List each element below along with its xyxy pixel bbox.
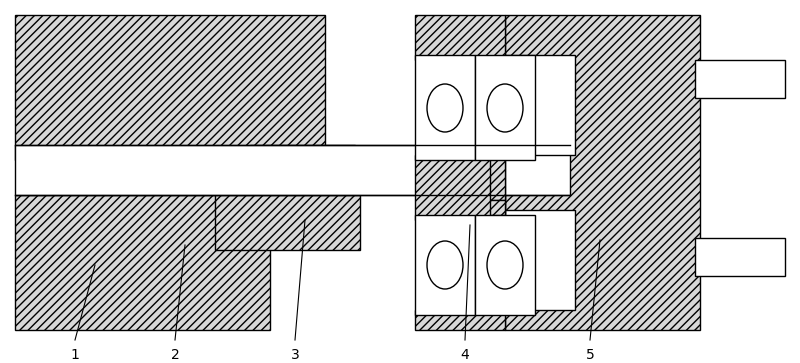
Text: 5: 5: [586, 348, 594, 362]
Bar: [415, 310, 505, 330]
Bar: [415, 15, 505, 60]
Bar: [15, 145, 570, 195]
Bar: [490, 200, 505, 215]
Bar: [490, 155, 505, 200]
Bar: [505, 55, 575, 155]
Text: 4: 4: [461, 348, 470, 362]
Bar: [15, 195, 270, 330]
Text: 2: 2: [170, 348, 179, 362]
Bar: [215, 195, 360, 250]
Bar: [250, 145, 355, 200]
Ellipse shape: [487, 241, 523, 289]
Ellipse shape: [427, 241, 463, 289]
Bar: [475, 215, 535, 315]
Ellipse shape: [487, 84, 523, 132]
Bar: [695, 60, 785, 98]
Bar: [15, 15, 325, 160]
Text: 3: 3: [290, 348, 299, 362]
Bar: [505, 15, 700, 330]
Bar: [415, 155, 505, 220]
Bar: [475, 55, 535, 160]
Text: 1: 1: [70, 348, 79, 362]
Bar: [505, 210, 575, 310]
Bar: [415, 215, 475, 315]
Ellipse shape: [427, 84, 463, 132]
Bar: [415, 55, 475, 160]
Bar: [695, 238, 785, 276]
